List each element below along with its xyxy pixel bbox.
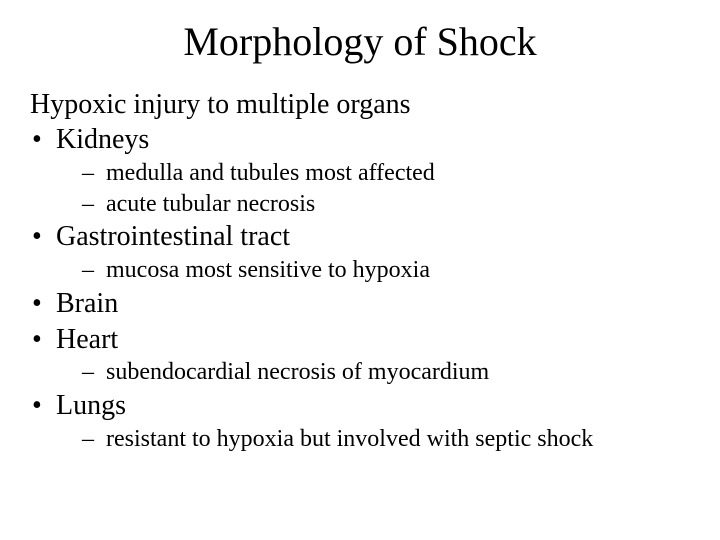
bullet-heart: Heart (30, 322, 690, 358)
subbullet-lungs-0: resistant to hypoxia but involved with s… (30, 424, 690, 455)
bullet-gi: Gastrointestinal tract (30, 219, 690, 255)
subbullet-kidneys-1: acute tubular necrosis (30, 189, 690, 220)
bullet-kidneys: Kidneys (30, 122, 690, 158)
intro-line: Hypoxic injury to multiple organs (30, 87, 690, 122)
subbullet-gi-0: mucosa most sensitive to hypoxia (30, 255, 690, 286)
slide-title: Morphology of Shock (30, 18, 690, 65)
bullet-brain: Brain (30, 286, 690, 322)
subbullet-kidneys-0: medulla and tubules most affected (30, 158, 690, 189)
bullet-lungs: Lungs (30, 388, 690, 424)
subbullet-heart-0: subendocardial necrosis of myocardium (30, 357, 690, 388)
